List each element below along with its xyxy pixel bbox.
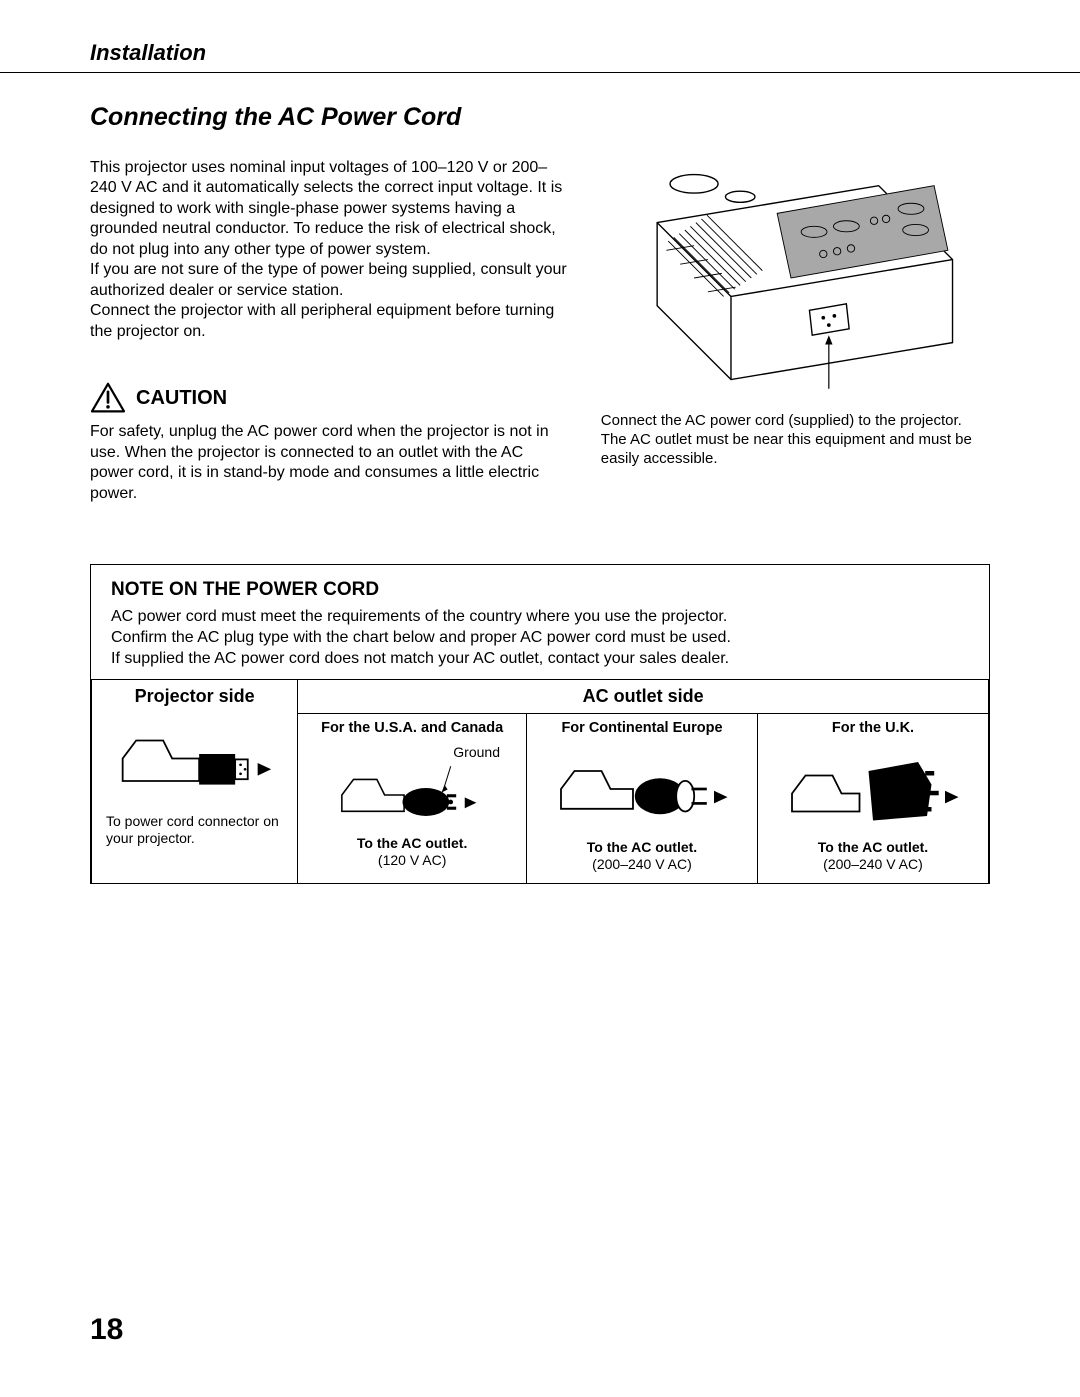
- caution-heading: CAUTION: [90, 382, 571, 414]
- eu-plug-icon: [533, 744, 751, 834]
- note-title: NOTE ON THE POWER CORD: [111, 579, 969, 601]
- right-column: Connect the AC power cord (supplied) to …: [601, 158, 990, 504]
- region-usa: For the U.S.A. and Canada: [298, 714, 527, 741]
- warning-triangle-icon: [90, 382, 126, 414]
- table-header-ac: AC outlet side: [298, 680, 989, 714]
- eu-to-label: To the AC outlet.: [533, 839, 751, 856]
- caution-label: CAUTION: [136, 387, 227, 410]
- power-cord-table: Projector side AC outlet side To power c…: [91, 679, 989, 883]
- page-title: Connecting the AC Power Cord: [90, 103, 990, 132]
- projector-diagram: [601, 158, 990, 398]
- region-uk: For the U.K.: [757, 714, 988, 741]
- caution-text: For safety, unplug the AC power cord whe…: [90, 422, 571, 504]
- eu-volt: (200–240 V AC): [533, 856, 751, 873]
- two-column-layout: This projector uses nominal input voltag…: [90, 158, 990, 504]
- plug-eu-cell: To the AC outlet. (200–240 V AC): [527, 740, 758, 883]
- uk-plug-icon: [764, 744, 982, 834]
- projector-cell-text: To power cord connector on your projecto…: [98, 813, 291, 848]
- header-rule: [0, 72, 1080, 73]
- uk-to-label: To the AC outlet.: [764, 839, 982, 856]
- usa-volt: (120 V AC): [304, 852, 520, 869]
- table-header-projector: Projector side: [92, 680, 298, 714]
- uk-volt: (200–240 V AC): [764, 856, 982, 873]
- us-plug-icon: [304, 760, 520, 830]
- diagram-caption: Connect the AC power cord (supplied) to …: [601, 411, 990, 469]
- ground-label: Ground: [304, 744, 520, 760]
- left-column: This projector uses nominal input voltag…: [90, 158, 571, 504]
- section-header: Installation: [90, 40, 990, 66]
- iec-connector-icon: [98, 718, 291, 808]
- note-text: AC power cord must meet the requirements…: [111, 607, 969, 669]
- region-eu: For Continental Europe: [527, 714, 758, 741]
- plug-usa-cell: Ground To the AC outlet. (120 V AC): [298, 740, 527, 883]
- intro-text: This projector uses nominal input voltag…: [90, 158, 571, 342]
- plug-uk-cell: To the AC outlet. (200–240 V AC): [757, 740, 988, 883]
- projector-side-cell: To power cord connector on your projecto…: [92, 714, 298, 883]
- usa-to-label: To the AC outlet.: [304, 835, 520, 852]
- page-number: 18: [90, 1313, 123, 1347]
- note-box: NOTE ON THE POWER CORD AC power cord mus…: [90, 564, 990, 884]
